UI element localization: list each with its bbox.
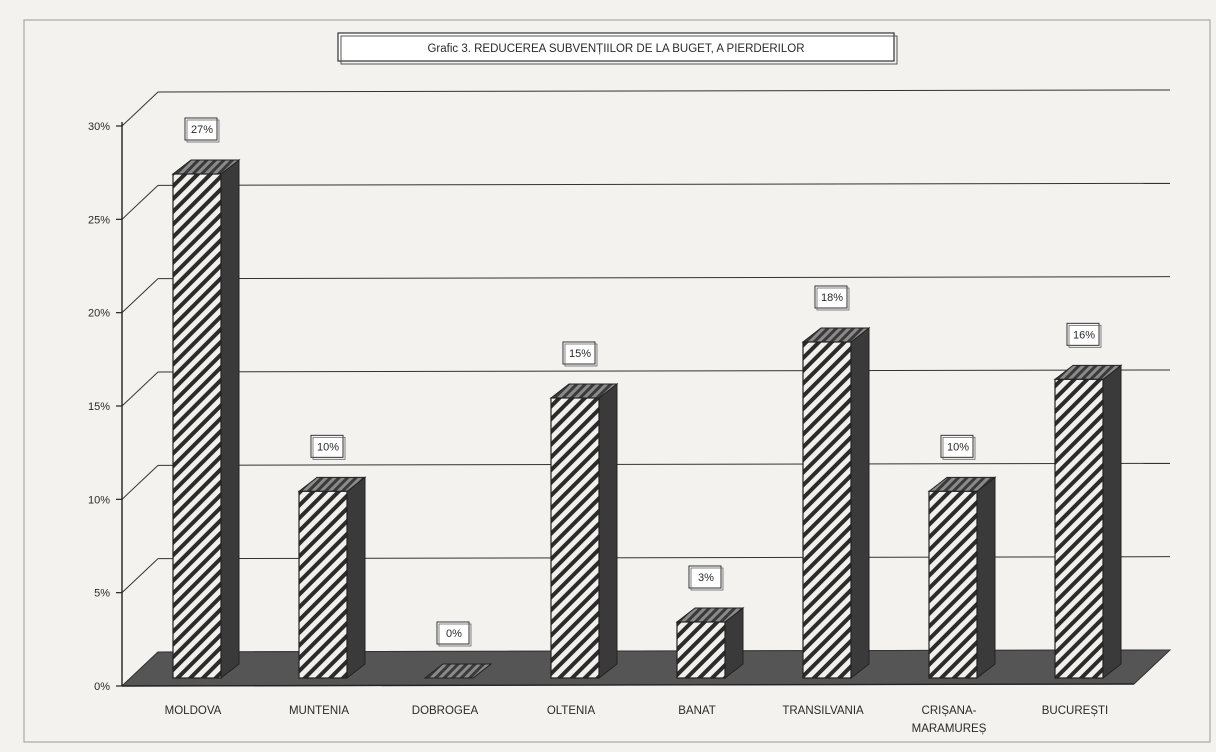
chart-title-box: Grafic 3. REDUCEREA SUBVENȚIILOR DE LA B… <box>337 32 898 65</box>
gridlines <box>121 89 1171 687</box>
gridline-depth <box>121 91 159 127</box>
y-tick-label: 30% <box>88 121 110 133</box>
gridline <box>157 369 1171 373</box>
x-tick-label: BUCUREȘTI <box>1042 705 1108 717</box>
bar-side <box>1102 364 1122 680</box>
y-tick-label: 20% <box>88 308 110 320</box>
gridline <box>157 182 1171 186</box>
bar-top <box>423 663 493 679</box>
gridline <box>157 276 1171 280</box>
bar-series <box>171 158 1123 680</box>
data-label: 15% <box>562 341 598 367</box>
bar <box>297 476 367 680</box>
bar-front <box>676 621 726 679</box>
x-tick-label: TRANSILVANIA <box>782 705 864 717</box>
data-label: 3% <box>688 565 724 591</box>
y-tick-label: 10% <box>88 494 110 506</box>
bar-front <box>298 490 348 679</box>
chart-title: Grafic 3. REDUCEREA SUBVENȚIILOR DE LA B… <box>427 43 804 55</box>
data-label: 10% <box>310 434 346 460</box>
svg-text:27%: 27% <box>191 124 213 136</box>
y-tick-label: 25% <box>88 214 110 226</box>
y-tick-label: 0% <box>94 681 110 693</box>
x-tick-label: MARAMUREȘ <box>912 723 987 735</box>
x-tick-label: CRIȘANA- <box>922 705 977 717</box>
chart-border <box>23 19 1211 743</box>
gridline <box>157 89 1171 93</box>
bar <box>549 382 619 680</box>
x-tick-label: OLTENIA <box>547 705 596 717</box>
data-labels: 27% 10% 0% 15% 3% 18% 10% 16% <box>184 117 1102 647</box>
floor-plane <box>120 649 1172 687</box>
gridline-depth <box>121 464 159 500</box>
gridline-depth <box>121 278 159 314</box>
gridline-depth <box>121 371 159 407</box>
bar <box>927 476 997 680</box>
y-axis: 0% 5% 10% 15% 20% 25% 30% <box>88 121 1135 693</box>
bar-side <box>220 158 240 680</box>
svg-text:16%: 16% <box>1073 329 1095 341</box>
x-tick-label: BANAT <box>678 705 716 717</box>
x-axis-labels: MOLDOVA MUNTENIA DOBROGEA OLTENIA BANAT TRANS… <box>165 705 1109 735</box>
x-tick-label: MOLDOVA <box>165 705 222 717</box>
gridline-depth <box>121 184 159 220</box>
bar <box>423 663 493 679</box>
x-tick-label: DOBROGEA <box>412 705 479 717</box>
data-label: 0% <box>436 621 472 647</box>
svg-text:3%: 3% <box>698 572 714 584</box>
svg-text:18%: 18% <box>821 292 843 304</box>
bar-side <box>346 476 366 680</box>
bar-front <box>550 397 600 679</box>
svg-text:15%: 15% <box>569 348 591 360</box>
bar <box>801 326 871 680</box>
data-label: 10% <box>940 434 976 460</box>
bar-front <box>172 173 222 679</box>
y-tick-label: 15% <box>88 401 110 413</box>
data-label: 18% <box>814 285 850 311</box>
bar-side <box>976 476 996 680</box>
bar-side <box>850 326 870 680</box>
x-tick-label: MUNTENIA <box>289 705 349 717</box>
bar <box>675 606 745 680</box>
x-axis-line <box>121 683 1135 687</box>
bar-front <box>928 490 978 679</box>
bar-front <box>802 341 852 679</box>
data-label: 16% <box>1066 322 1102 348</box>
svg-text:10%: 10% <box>947 441 969 453</box>
bar-side <box>598 382 618 680</box>
y-tick-label: 5% <box>94 588 110 600</box>
chart-floor <box>120 649 1172 687</box>
bar <box>1053 364 1123 680</box>
bar <box>171 158 241 680</box>
svg-text:10%: 10% <box>317 441 339 453</box>
svg-text:0%: 0% <box>446 628 462 640</box>
gridline <box>157 462 1171 466</box>
bar-front <box>1054 378 1104 679</box>
data-label: 27% <box>184 117 220 143</box>
gridline-depth <box>121 558 159 594</box>
